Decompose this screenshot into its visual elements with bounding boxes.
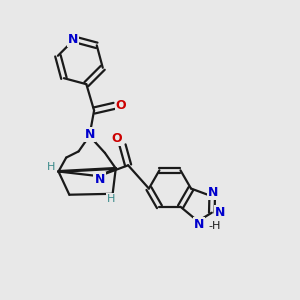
Text: N: N <box>194 218 204 231</box>
Text: N: N <box>85 128 95 141</box>
Text: -H: -H <box>209 221 221 231</box>
Text: H: H <box>107 194 115 204</box>
Text: N: N <box>215 206 225 219</box>
Text: H: H <box>46 162 55 172</box>
Text: N: N <box>208 186 219 199</box>
Text: N: N <box>68 33 78 46</box>
Text: N: N <box>94 173 105 186</box>
Text: O: O <box>111 132 122 145</box>
Text: O: O <box>116 99 126 112</box>
